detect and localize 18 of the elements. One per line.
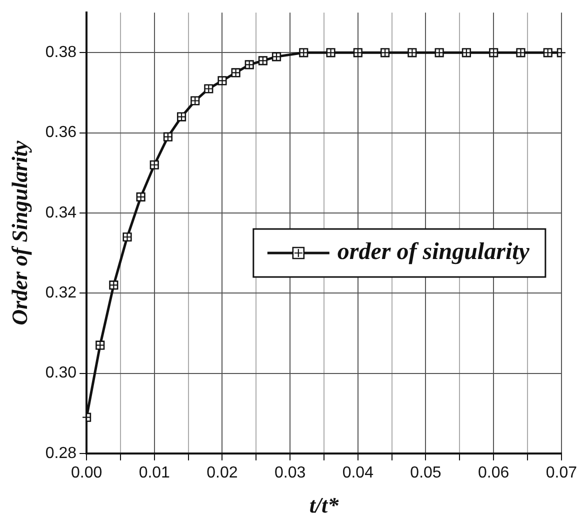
y-tick-label: 0.28 — [45, 444, 77, 462]
x-tick-label: 0.00 — [70, 464, 102, 482]
x-tick-label: 0.06 — [478, 464, 510, 482]
x-tick-label: 0.01 — [138, 464, 170, 482]
x-axis-title: t/t* — [309, 492, 340, 518]
y-tick-label: 0.34 — [45, 204, 77, 222]
x-tick-label: 0.07 — [546, 464, 578, 482]
y-tick-label: 0.30 — [45, 364, 77, 382]
y-axis-title: Order of Singularity — [6, 140, 32, 326]
x-tick-label: 0.05 — [410, 464, 442, 482]
legend-label: order of singularity — [337, 239, 530, 266]
x-tick-label: 0.04 — [342, 464, 374, 482]
y-tick-label: 0.32 — [45, 284, 77, 302]
x-tick-label: 0.02 — [206, 464, 238, 482]
y-tick-label: 0.36 — [45, 124, 77, 142]
point — [82, 412, 92, 422]
y-tick-label: 0.38 — [45, 44, 77, 62]
x-tick-label: 0.03 — [274, 464, 306, 482]
